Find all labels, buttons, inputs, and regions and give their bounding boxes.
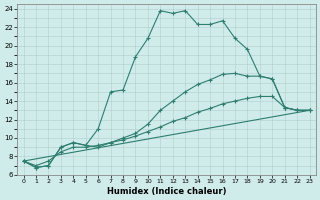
- X-axis label: Humidex (Indice chaleur): Humidex (Indice chaleur): [107, 187, 226, 196]
